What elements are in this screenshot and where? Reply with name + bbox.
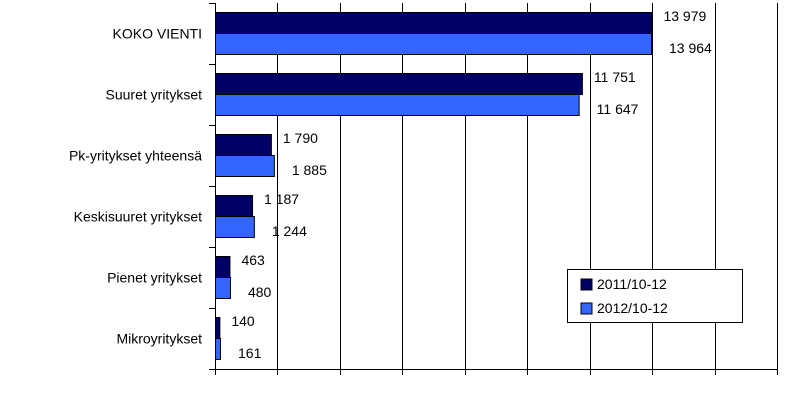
axes — [209, 3, 778, 375]
legend-label: 2012/10-12 — [597, 300, 668, 316]
data-label: 1 244 — [272, 223, 307, 239]
bar-2012 — [215, 277, 231, 299]
bar-2011 — [215, 134, 272, 156]
data-label: 463 — [241, 252, 265, 268]
legend-label: 2011/10-12 — [597, 276, 667, 292]
data-label: 161 — [238, 345, 262, 361]
bars — [215, 12, 653, 360]
category-label: Suuret yritykset — [106, 87, 203, 103]
data-label: 1 187 — [264, 191, 299, 207]
bar-2012 — [215, 155, 275, 177]
legend-box — [567, 269, 743, 323]
category-label: Pienet yritykset — [107, 270, 202, 286]
bar-2012 — [215, 94, 580, 116]
legend-swatch — [580, 278, 593, 291]
legend-swatch — [580, 302, 593, 315]
bar-2011 — [215, 73, 583, 95]
data-label: 1 790 — [283, 130, 318, 146]
data-label: 480 — [248, 284, 272, 300]
data-label: 13 979 — [663, 8, 706, 24]
category-label: KOKO VIENTI — [113, 26, 202, 42]
bar-2011 — [215, 317, 221, 339]
bar-2011 — [215, 12, 653, 34]
bar-2012 — [215, 216, 255, 238]
data-label: 11 647 — [597, 101, 639, 117]
bar-2011 — [215, 256, 231, 278]
category-labels: KOKO VIENTI Suuret yritykset Pk-yritykset … — [69, 26, 202, 347]
data-labels: 13 979 13 964 11 751 11 647 1 790 1 885 1 187 1… — [231, 8, 712, 361]
data-label: 140 — [231, 313, 255, 329]
category-label: Pk-yritykset yhteensä — [69, 148, 202, 164]
category-label: Mikroyritykset — [116, 331, 202, 347]
data-label: 11 751 — [594, 69, 636, 85]
bar-2012 — [215, 33, 652, 55]
data-label: 1 885 — [292, 162, 327, 178]
category-label: Keskisuuret yritykset — [74, 209, 202, 225]
bar-2011 — [215, 195, 254, 217]
data-label: 13 964 — [669, 40, 712, 56]
gridlines — [277, 3, 778, 369]
bar-2012 — [215, 338, 222, 360]
legend: 2011/10-12 2012/10-12 — [567, 269, 743, 323]
